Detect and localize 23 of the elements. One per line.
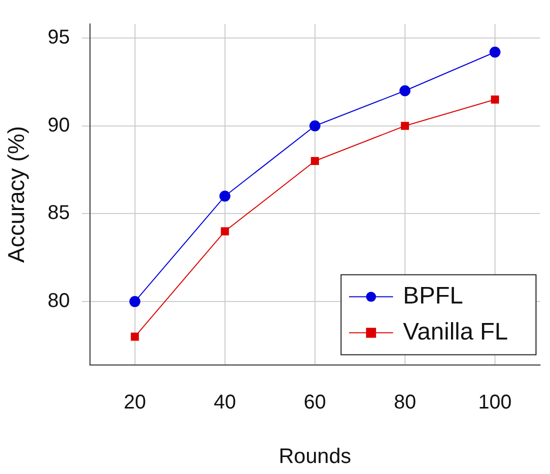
y-tick-label: 95: [48, 26, 70, 49]
point: [220, 227, 229, 236]
x-tick-label: 20: [124, 391, 146, 414]
point: [489, 46, 500, 58]
x-tick-label: 100: [478, 391, 512, 414]
point: [130, 332, 139, 341]
y-tick-label: 80: [48, 290, 70, 312]
point: [399, 85, 410, 96]
x-axis-title: Rounds: [278, 445, 352, 468]
legend-label: BPFL: [403, 282, 464, 310]
point: [129, 296, 140, 308]
x-tick-label: 40: [214, 391, 236, 414]
point: [219, 190, 230, 202]
x-tick-label: 60: [304, 391, 326, 414]
legend-label: Vanilla FL: [403, 318, 508, 346]
point: [490, 96, 500, 104]
point: [309, 120, 320, 132]
point: [310, 156, 319, 166]
x-tick-label: 80: [394, 391, 416, 414]
y-axis-title: Accuracy (%): [3, 126, 30, 263]
y-tick-label: 90: [48, 114, 70, 136]
y-tick-label: 85: [48, 202, 70, 224]
point: [400, 122, 409, 130]
